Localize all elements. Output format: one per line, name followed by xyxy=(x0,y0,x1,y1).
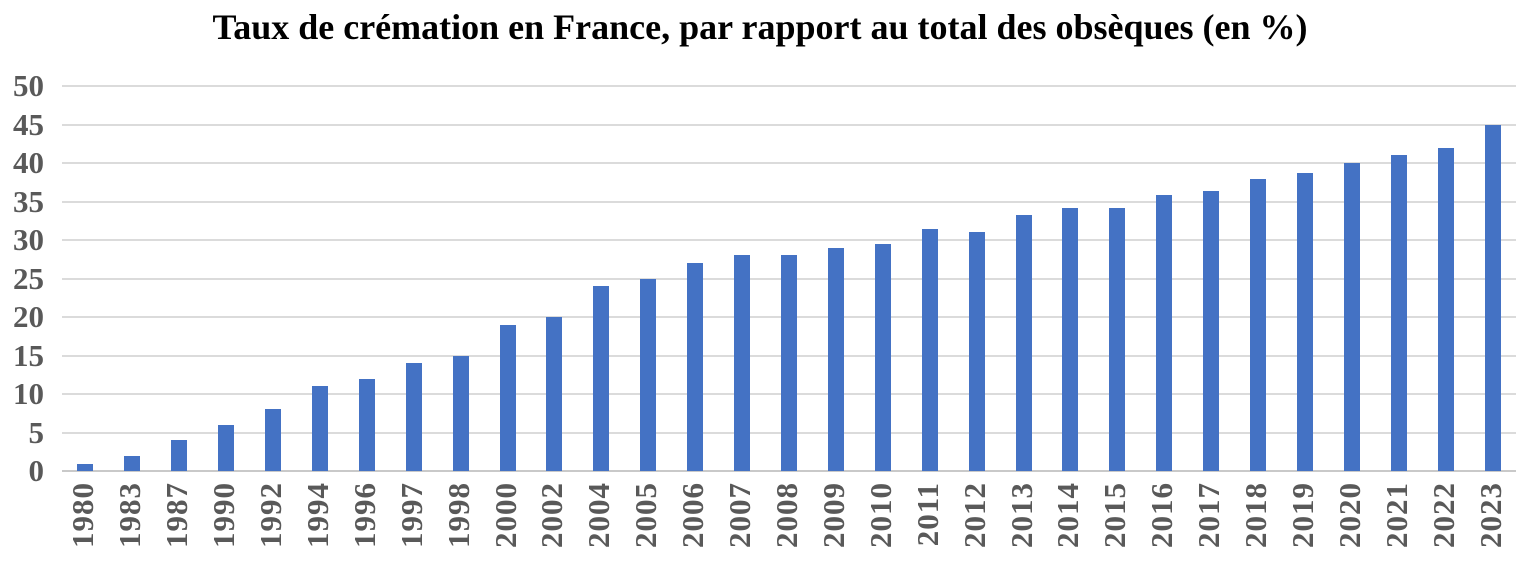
bar-1992 xyxy=(265,409,282,471)
x-tick-label-2005: 2005 xyxy=(628,482,664,548)
x-tick-label-2016: 2016 xyxy=(1144,482,1180,548)
gridline-30 xyxy=(62,239,1516,241)
bar-2013 xyxy=(1015,214,1032,471)
x-tick-label-2013: 2013 xyxy=(1003,482,1039,548)
bar-2009 xyxy=(827,247,844,471)
x-tick-label-1980: 1980 xyxy=(65,482,101,548)
x-tick-label-2018: 2018 xyxy=(1238,482,1274,548)
y-tick-label-5: 5 xyxy=(28,414,45,450)
x-tick-label-1987: 1987 xyxy=(159,482,195,548)
x-tick-label-2019: 2019 xyxy=(1284,482,1320,548)
bar-2010 xyxy=(874,243,891,471)
bar-1997 xyxy=(405,363,422,471)
bar-1990 xyxy=(218,424,235,471)
x-tick-label-2007: 2007 xyxy=(722,482,758,548)
bar-2015 xyxy=(1109,208,1126,471)
x-tick-label-2012: 2012 xyxy=(956,482,992,548)
x-tick-label-2000: 2000 xyxy=(487,482,523,548)
bar-1994 xyxy=(311,386,328,471)
bar-2011 xyxy=(921,229,938,471)
gridline-35 xyxy=(62,200,1516,203)
y-tick-label-30: 30 xyxy=(13,222,44,257)
bar-1983 xyxy=(124,455,141,471)
gridline-45 xyxy=(62,123,1516,126)
x-tick-label-2006: 2006 xyxy=(675,482,711,548)
x-axis-line xyxy=(62,470,1516,472)
x-tick-label-1994: 1994 xyxy=(299,482,335,548)
x-tick-label-2021: 2021 xyxy=(1378,482,1414,548)
y-tick-label-45: 45 xyxy=(13,106,44,142)
x-tick-label-2010: 2010 xyxy=(862,482,898,548)
x-tick-label-1983: 1983 xyxy=(112,482,148,548)
y-tick-label-0: 0 xyxy=(28,453,45,488)
y-tick-label-35: 35 xyxy=(13,183,44,219)
bar-2023 xyxy=(1484,124,1501,471)
y-tick-label-40: 40 xyxy=(13,145,44,180)
bar-2008 xyxy=(781,255,797,471)
bar-2022 xyxy=(1437,147,1454,471)
x-tick-label-2002: 2002 xyxy=(534,482,570,548)
y-tick-label-50: 50 xyxy=(13,68,44,103)
x-tick-label-2004: 2004 xyxy=(581,482,617,548)
bar-1996 xyxy=(358,378,375,471)
x-tick-label-2023: 2023 xyxy=(1472,482,1508,548)
x-tick-label-1997: 1997 xyxy=(393,482,429,548)
x-tick-label-2009: 2009 xyxy=(815,482,851,548)
bar-2005 xyxy=(640,278,657,471)
bar-1987 xyxy=(171,440,188,471)
bar-2007 xyxy=(734,255,751,471)
gridline-40 xyxy=(62,162,1516,164)
x-tick-label-2014: 2014 xyxy=(1050,482,1086,548)
gridline-50 xyxy=(62,85,1516,87)
x-tick-label-1992: 1992 xyxy=(253,482,289,548)
y-tick-label-25: 25 xyxy=(13,260,44,296)
bar-2017 xyxy=(1203,191,1220,471)
x-tick-label-2015: 2015 xyxy=(1097,482,1133,548)
bar-2004 xyxy=(593,286,610,471)
x-tick-label-2017: 2017 xyxy=(1191,482,1227,548)
bar-2006 xyxy=(687,263,704,471)
y-tick-label-20: 20 xyxy=(13,299,44,334)
y-tick-label-15: 15 xyxy=(13,337,44,373)
bar-2021 xyxy=(1390,155,1407,471)
bar-2018 xyxy=(1250,179,1267,471)
chart-title: Taux de crémation en France, par rapport… xyxy=(212,7,1308,47)
x-tick-label-2008: 2008 xyxy=(769,482,804,548)
x-tick-label-2020: 2020 xyxy=(1331,482,1367,548)
bar-2016 xyxy=(1156,195,1173,471)
bar-2020 xyxy=(1343,163,1360,471)
x-tick-label-2022: 2022 xyxy=(1425,482,1461,548)
y-tick-label-10: 10 xyxy=(13,376,44,411)
x-tick-label-1990: 1990 xyxy=(206,482,242,548)
bar-2014 xyxy=(1062,207,1079,471)
bar-2000 xyxy=(499,324,516,471)
bar-2002 xyxy=(546,317,563,471)
bar-1998 xyxy=(452,355,469,471)
x-tick-label-2011: 2011 xyxy=(909,482,945,547)
bar-2019 xyxy=(1296,173,1313,471)
bar-1980 xyxy=(77,464,94,471)
x-tick-label-1996: 1996 xyxy=(346,482,382,548)
x-tick-label-1998: 1998 xyxy=(440,482,476,548)
bar-2012 xyxy=(968,232,985,471)
